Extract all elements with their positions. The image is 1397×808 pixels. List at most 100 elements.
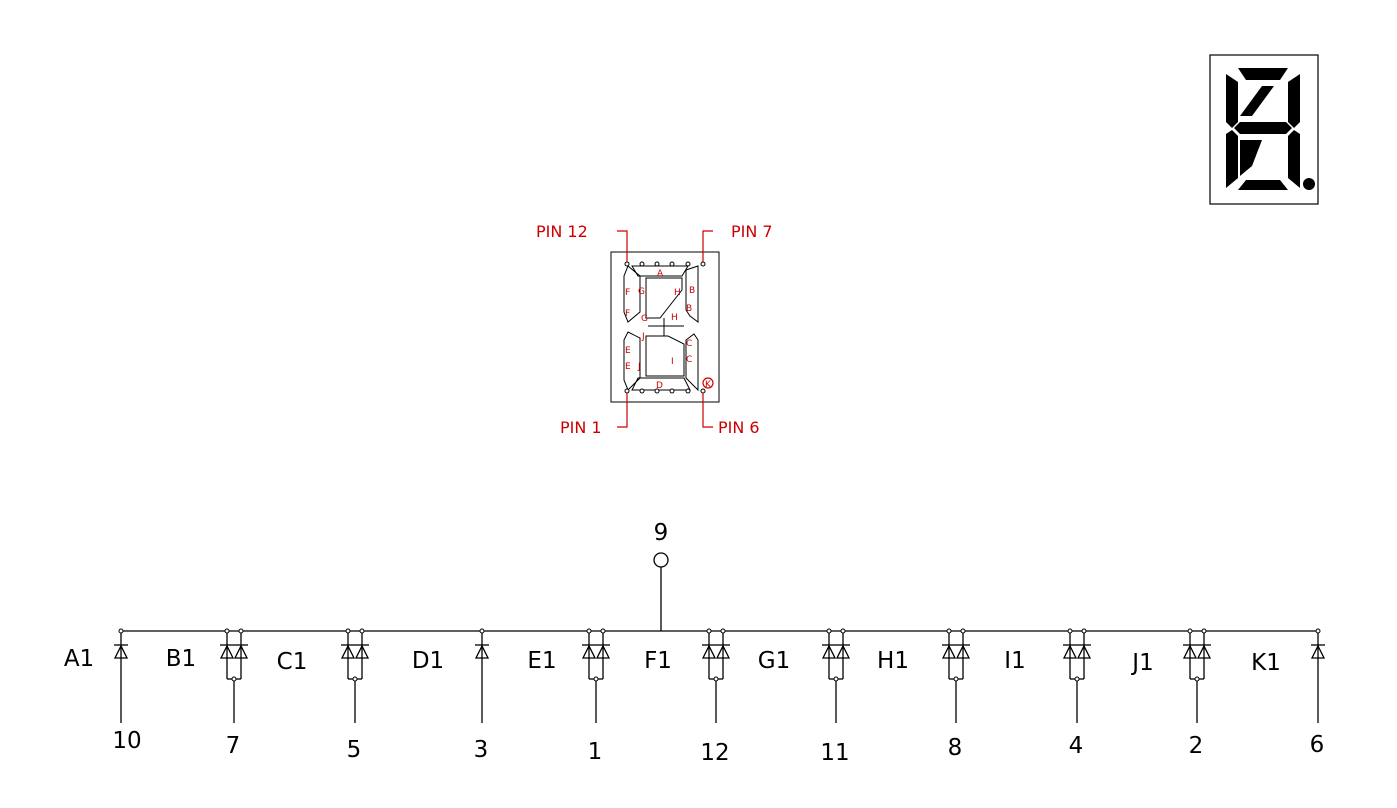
junction-dot	[352, 676, 358, 682]
pin-dot	[624, 388, 630, 394]
channel-g1: G1 11	[758, 628, 851, 766]
pkg-seg-g	[645, 277, 683, 319]
glyph-seg-c	[1288, 130, 1300, 188]
junction-dot	[345, 628, 351, 634]
diode-symbol	[1182, 644, 1198, 659]
pin-number-label: 5	[347, 737, 362, 763]
diode-symbol	[835, 644, 851, 659]
pin-number-label: 1	[588, 739, 603, 765]
junction-dot	[586, 628, 592, 634]
junction-dot	[1074, 676, 1080, 682]
junction-dot	[238, 628, 244, 634]
pin12-leader	[617, 230, 628, 262]
segment-name-label: F1	[644, 648, 672, 674]
junction-dot	[231, 676, 237, 682]
junction-dot	[1194, 676, 1200, 682]
diode-symbol	[581, 644, 597, 659]
seg-label-b: B	[686, 304, 692, 314]
common-pin-terminal	[653, 552, 669, 568]
channel-i1: I1 4	[1004, 628, 1092, 759]
pin12-label: PIN 12	[536, 222, 588, 241]
junction-dot	[1187, 628, 1193, 634]
pin-number-label: 10	[112, 728, 141, 754]
pin-number-label: 4	[1069, 733, 1084, 759]
junction-dot	[720, 628, 726, 634]
seg-label-e: E	[625, 362, 631, 372]
package-pin-dots	[624, 261, 706, 394]
pin-number-label: 12	[700, 740, 729, 766]
pin-dot	[685, 388, 691, 394]
diode-symbol	[1310, 644, 1326, 659]
channel-group: A1 10 B1 7 C1 5 D1 3 E1 1 F1 12 G1 11 H1 8 I1 4 J1 2 K1 6	[64, 628, 1326, 766]
channel-h1: H1 8	[877, 628, 971, 761]
seg-label-f: F	[625, 309, 630, 319]
segment-name-label: K1	[1251, 650, 1281, 676]
glyph-seg-b	[1288, 74, 1300, 128]
seg-label-k: K	[705, 380, 712, 390]
seg-label-f: F	[625, 288, 630, 298]
seg-label-a: A	[657, 269, 664, 279]
glyph-seg-e	[1226, 130, 1238, 188]
pin-number-label: 6	[1310, 732, 1325, 758]
diode-symbol	[821, 644, 837, 659]
common-pin-label: 9	[654, 520, 669, 546]
junction-dot	[1201, 628, 1207, 634]
channel-f1: F1 12	[644, 628, 731, 766]
package-segments	[623, 265, 699, 392]
junction-dot	[479, 628, 485, 634]
pin-number-label: 11	[820, 740, 849, 766]
junction-dot	[713, 676, 719, 682]
channel-c1: C1 5	[277, 628, 370, 763]
seg-label-g: G	[641, 314, 648, 324]
glyph-seg-g	[1234, 122, 1292, 134]
segment-name-label: E1	[527, 648, 556, 674]
seg-label-i: I	[671, 357, 674, 367]
seg-label-e: E	[625, 346, 631, 356]
pin-dot	[685, 261, 691, 267]
segment-name-label: A1	[64, 646, 94, 672]
diode-symbol	[955, 644, 971, 659]
pkg-seg-j	[645, 335, 685, 377]
pkg-seg-a	[631, 265, 689, 277]
diode-symbol	[1196, 644, 1212, 659]
pin-dot	[669, 388, 675, 394]
pkg-seg-e	[623, 331, 641, 391]
diode-symbol	[354, 644, 370, 659]
junction-dot	[953, 676, 959, 682]
seg-label-g: G	[638, 287, 645, 297]
segment-name-label: D1	[412, 648, 444, 674]
channel-d1: D1 3	[412, 628, 490, 763]
decimal-point-marker	[702, 377, 714, 389]
pin-number-label: 8	[948, 735, 963, 761]
pkg-seg-b	[685, 265, 699, 323]
junction-dot	[359, 628, 365, 634]
channel-a1: A1 10	[64, 628, 142, 754]
seg-label-d: D	[656, 381, 663, 391]
pin-number-label: 7	[226, 733, 241, 759]
junction-dot	[600, 628, 606, 634]
schematic: 9 A1 10 B1 7 C1 5 D1 3 E1 1 F1 12 G1 11 H1 8 I1 4 J1 2 K1 6	[64, 520, 1326, 766]
pkg-seg-c	[685, 333, 699, 392]
pin1-label: PIN 1	[560, 418, 602, 437]
junction-dot	[840, 628, 846, 634]
segment-name-label: H1	[877, 648, 909, 674]
segment-name-label: J1	[1130, 650, 1153, 676]
junction-dot	[118, 628, 124, 634]
junction-dot	[1081, 628, 1087, 634]
segment-name-label: G1	[758, 648, 790, 674]
package-drawing: PIN 12 PIN 7 PIN 1 PIN 6 A B B C C D E E…	[536, 222, 773, 437]
diode-symbol	[1076, 644, 1092, 659]
seg-label-j: J	[637, 362, 641, 372]
diode-symbol	[701, 644, 717, 659]
glyph-seg-h	[1240, 86, 1274, 116]
glyph-decimal-point	[1303, 178, 1315, 190]
diode-symbol	[941, 644, 957, 659]
seg-label-b: B	[689, 286, 695, 296]
pin6-label: PIN 6	[718, 418, 760, 437]
junction-dot	[593, 676, 599, 682]
pin7-leader	[702, 230, 713, 262]
display-preview-glyph	[1226, 68, 1315, 190]
pin-dot	[700, 261, 706, 267]
seg-label-h: H	[671, 313, 678, 323]
